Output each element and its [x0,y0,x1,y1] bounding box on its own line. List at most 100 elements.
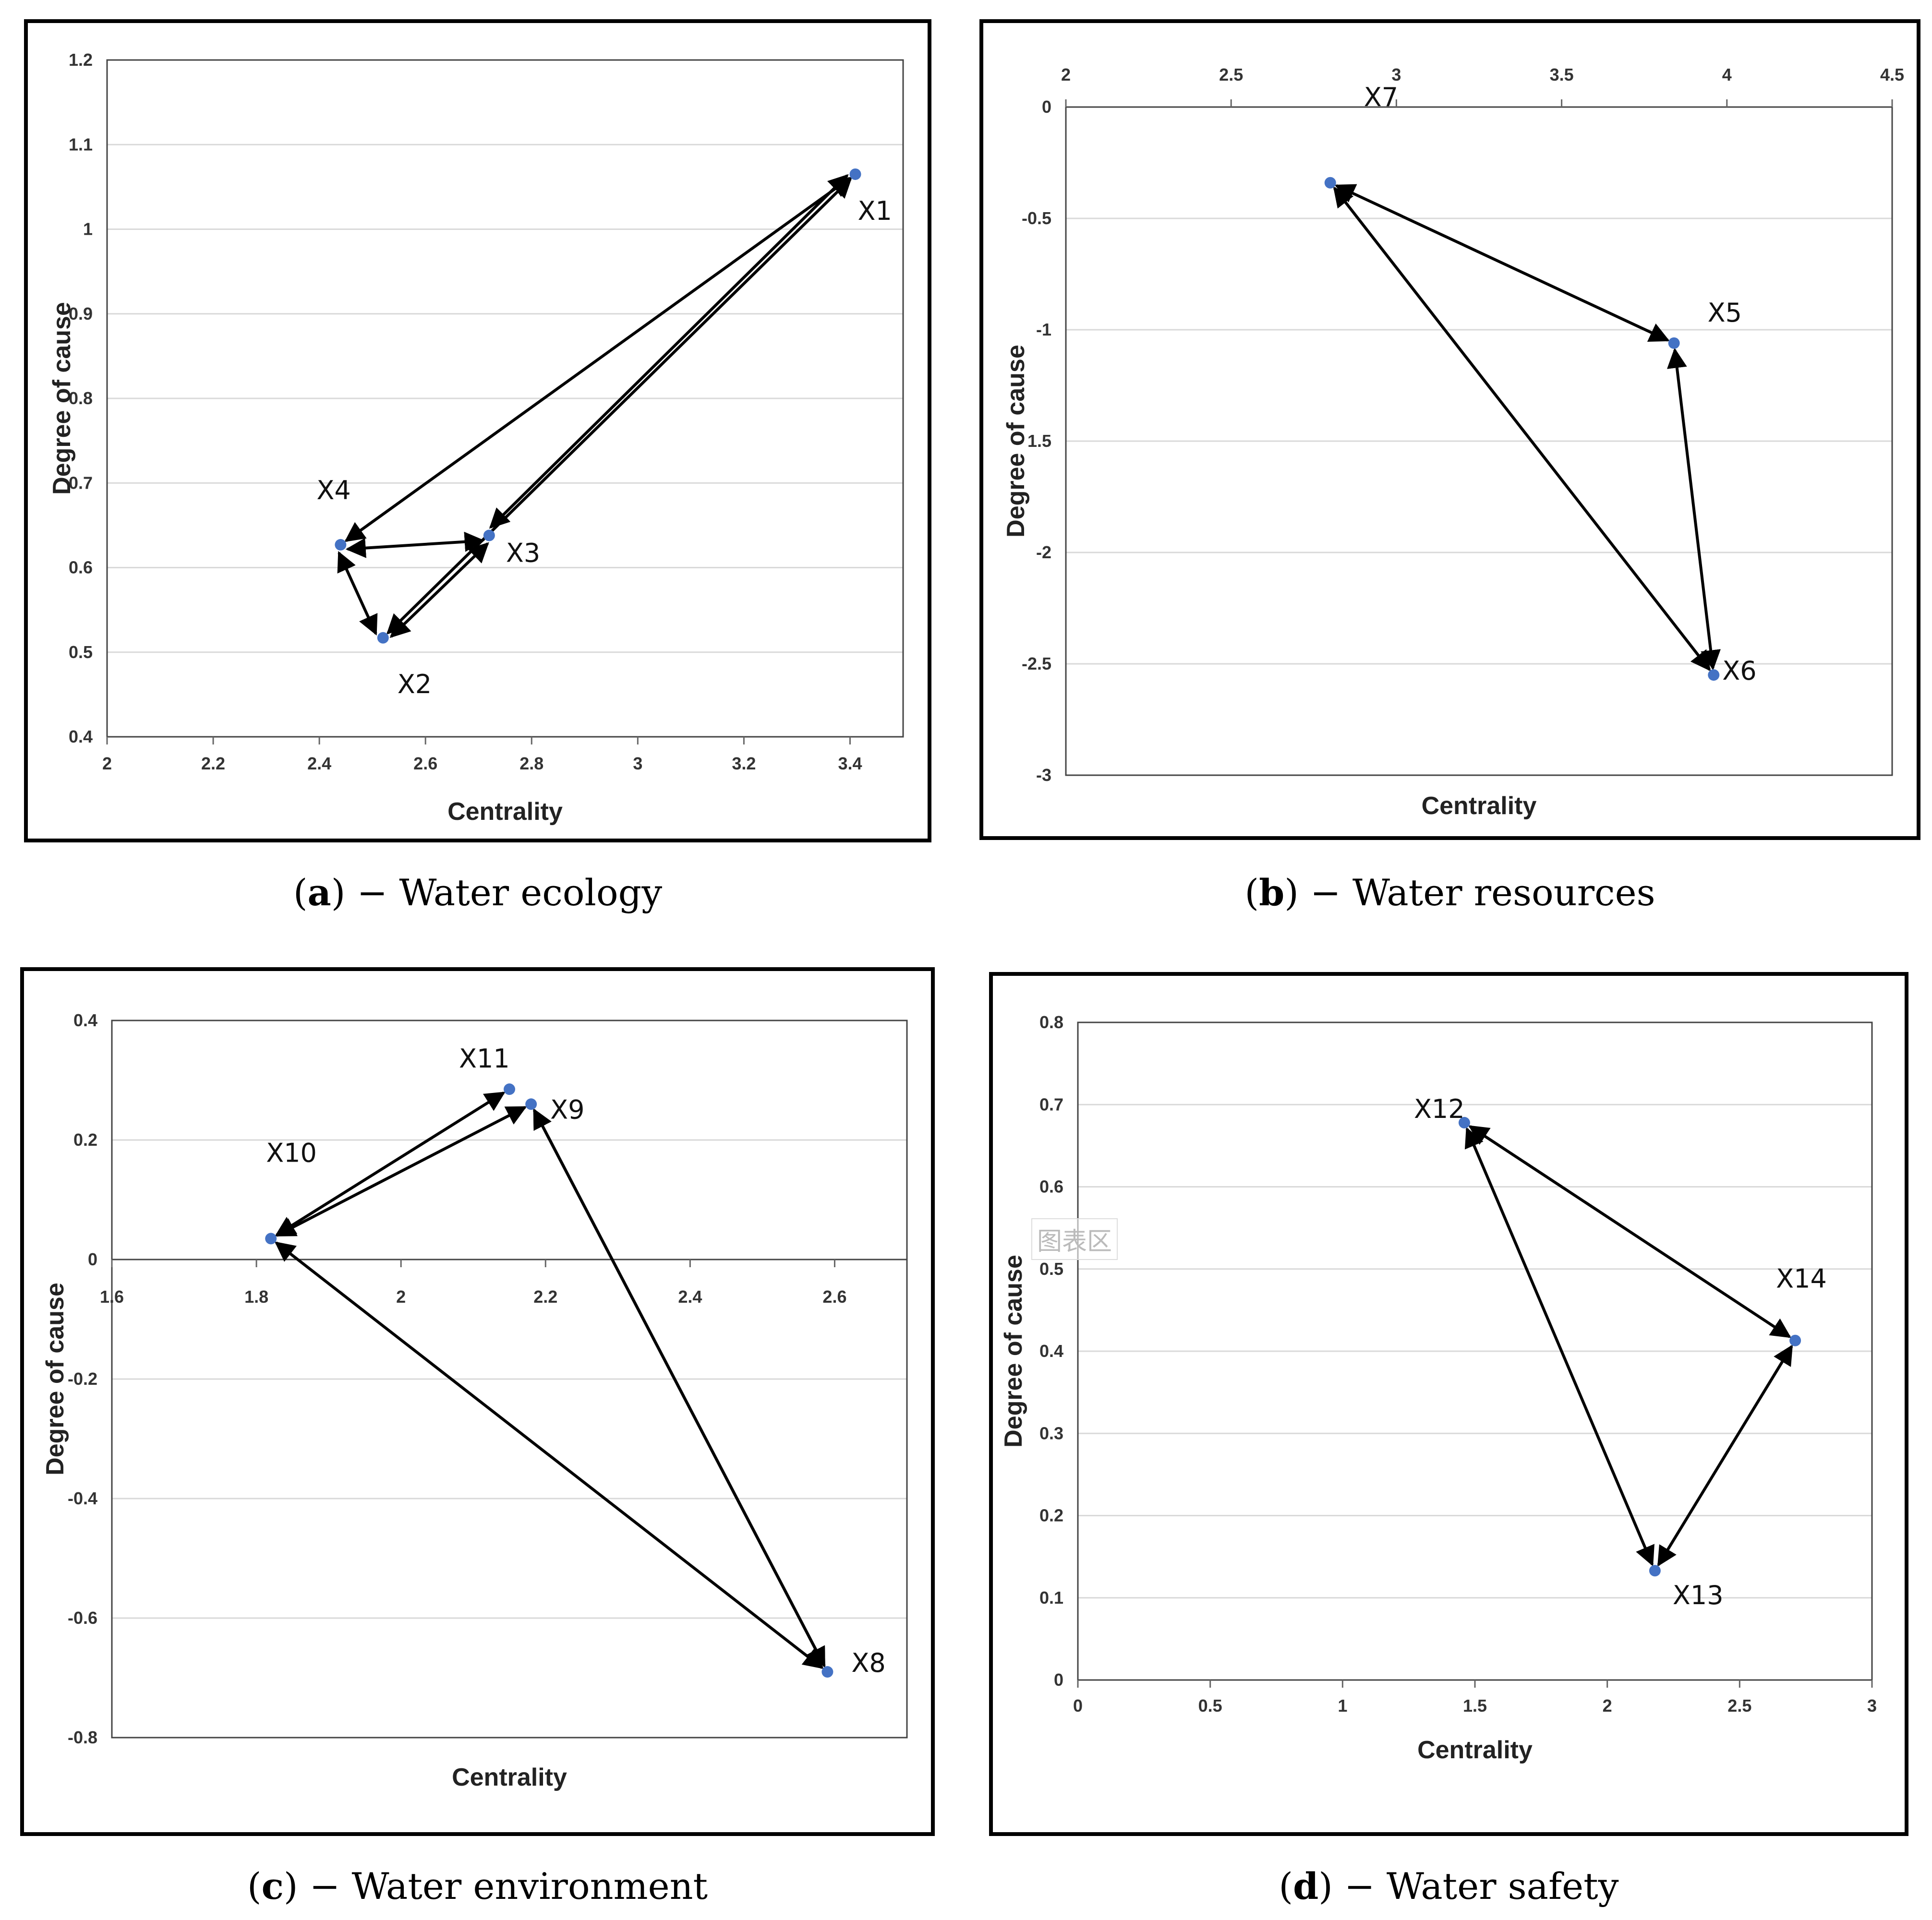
arrow-x12-x13 [1464,1127,1654,1567]
x-tick-label: 2.5 [1219,65,1243,84]
arrow-x3-x1 [489,174,849,529]
data-point-x13 [1649,1565,1661,1577]
data-point-x12 [1458,1116,1470,1128]
x-axis-title: Centrality [1417,1736,1533,1764]
chart-panel-water-safety: 0 0.1 0.2 0.3 0.4 0.5 0.6 0.7 0.8 0 0.5 1 1.5 2 2.5 3 Ce… [989,972,1908,1836]
y-tick-label: 0.4 [69,727,93,746]
x-tick-label: 3.2 [732,754,756,773]
arrow-x5-x6 [1666,348,1721,671]
y-tick-label: 0.2 [73,1130,97,1150]
data-point-x6 [1708,669,1720,681]
chart-panel-water-environment: 0.4 0.2 0 -0.2 -0.4 -0.6 -0.8 1.6 1.8 2 2.2 2.4 2.6 C… [20,967,935,1836]
arrow-x2-x1 [386,177,852,635]
y-tick-label: 0.4 [1039,1341,1063,1361]
plot-area [111,1020,908,1739]
x-tick-label: 2.2 [533,1287,557,1307]
y-tick-label: 0 [88,1249,97,1269]
x-tick-label: 2.6 [822,1287,846,1307]
y-tick-label: -1 [1036,320,1051,339]
arrow-x12-x14 [1468,1125,1791,1338]
y-tick-label: 0.4 [73,1010,97,1030]
data-point-x8 [821,1666,833,1678]
data-point-x1 [849,168,861,180]
arrow-x7-x6 [1333,186,1711,672]
caption-water-safety: (d) − Water safety [1279,1865,1619,1908]
y-tick-label: 0.6 [69,558,93,577]
x-tick-label: 2.2 [201,754,225,773]
x-tick-label: 3 [1391,65,1401,84]
y-tick-label: 0 [1042,97,1051,117]
x-tick-label: 3 [633,754,642,773]
chart-water-environment: 0.4 0.2 0 -0.2 -0.4 -0.6 -0.8 1.6 1.8 2 2.2 2.4 2.6 C… [41,1010,908,1791]
x-tick-label: 3.4 [838,754,862,773]
arrow-x2-x4 [337,551,378,636]
data-point-x4 [335,539,347,551]
y-tick-label: -0.6 [68,1608,97,1628]
x-tick-label: 0 [1073,1696,1083,1716]
x-tick-label: 1.6 [100,1287,124,1307]
x-axis-title: Centrality [452,1764,567,1791]
point-label-x8: X8 [851,1648,885,1678]
x-tick-label: 2 [102,754,112,773]
point-label-x1: X1 [858,196,892,226]
caption-water-resources: (b) − Water resources [1244,871,1655,914]
data-point-x10 [265,1233,277,1245]
y-tick-label: -0.4 [68,1488,97,1508]
y-axis-title: Degree of cause [1002,345,1030,538]
x-tick-label: 2 [1603,1696,1612,1716]
y-tick-label: -0.5 [1022,208,1051,228]
y-tick-label: -0.2 [68,1369,97,1389]
y-tick-label: 0.5 [1039,1259,1063,1279]
data-point-x9 [525,1098,537,1110]
y-tick-label: 1.1 [69,134,93,154]
x-tick-label: 2 [396,1287,406,1307]
arrow-x4-x1 [344,177,852,542]
point-label-x9: X9 [550,1094,584,1125]
point-label-x6: X6 [1722,656,1756,686]
x-tick-label: 4 [1722,65,1732,84]
chart-water-safety: 0 0.1 0.2 0.3 0.4 0.5 0.6 0.7 0.8 0 0.5 1 1.5 2 2.5 3 Ce… [1000,1012,1877,1764]
arrow-x9-x8 [532,1108,826,1668]
arrow-x7-x5 [1334,184,1670,342]
data-point-x11 [504,1083,515,1095]
chart-panel-water-ecology: 0.4 0.5 0.6 0.7 0.8 0.9 1 1.1 1.2 2 2.2 2.4 2.6 2.8 3 3… [24,19,931,842]
x-tick-label: 2.4 [307,754,331,773]
x-axis-title: Centrality [1422,792,1537,820]
x-tick-label: 4.5 [1880,65,1904,84]
x-tick-label: 2.6 [413,754,437,773]
point-label-x2: X2 [398,669,432,699]
y-tick-label: 0.7 [69,473,93,492]
y-tick-label: 0.8 [69,388,93,408]
point-label-x13: X13 [1673,1580,1724,1610]
y-tick-label: -2.5 [1022,654,1051,673]
x-tick-label: 2.8 [519,754,543,773]
y-tick-label: 0.7 [1039,1094,1063,1114]
y-tick-label: -0.8 [68,1728,97,1747]
point-label-x5: X5 [1708,298,1742,328]
arrow-x13-x14 [1657,1344,1793,1567]
y-tick-label: -2 [1036,542,1051,562]
point-label-x12: X12 [1414,1094,1465,1124]
point-label-x3: X3 [506,538,540,568]
y-axis-title: Degree of cause [48,302,76,495]
data-point-x7 [1324,177,1336,189]
x-tick-label: 2.5 [1727,1696,1751,1716]
data-point-x3 [483,529,495,541]
point-label-x14: X14 [1776,1264,1827,1294]
arrow-x10-x9 [275,1106,527,1237]
x-tick-label: 2 [1061,65,1071,84]
y-tick-label: 1.5 [1027,431,1051,451]
data-point-x5 [1668,337,1680,349]
point-label-x4: X4 [316,475,350,505]
y-tick-label: 0.1 [1039,1588,1063,1608]
caption-water-ecology: (a) − Water ecology [293,871,663,914]
point-label-x10: X10 [266,1138,317,1168]
arrow-x4-x3 [345,531,485,558]
x-tick-label: 1.8 [244,1287,268,1307]
y-axis-title: Degree of cause [1000,1255,1027,1448]
y-tick-label: 1 [83,219,93,239]
point-label-x11: X11 [459,1044,510,1074]
x-tick-label: 1 [1338,1696,1347,1716]
x-tick-label: 1.5 [1463,1696,1487,1716]
y-tick-label: 0.8 [1039,1012,1063,1032]
